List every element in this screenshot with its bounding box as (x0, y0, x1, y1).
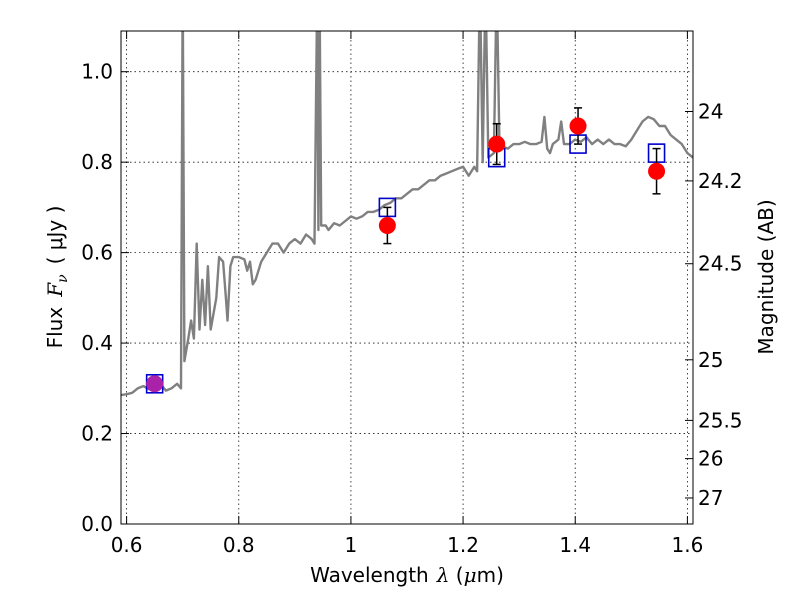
x-axis-label-unit-close: m) (477, 563, 504, 587)
x-tick-label: 1.4 (559, 533, 591, 557)
x-axis-label-unit-mu: μ (464, 563, 477, 587)
mag-tick-label: 24.2 (698, 169, 743, 193)
mag-tick-label: 26 (698, 447, 723, 471)
x-axis-label-symbol: λ (436, 563, 450, 587)
observed-photometry-point (569, 117, 587, 135)
x-tick-label: 1.6 (671, 533, 703, 557)
y-tick-label: 0.4 (81, 331, 113, 355)
y-tick-label: 0.2 (81, 422, 113, 446)
tick-labels: 0.6 0.8 1 1.2 1.4 1.6 0.0 0.2 0.4 0.6 0.8 1.0 24 24.2… (81, 60, 742, 557)
x-axis-label-prefix: Wavelength (310, 563, 429, 587)
y-tick-label: 0.8 (81, 150, 113, 174)
observed-photometry-point (146, 375, 164, 393)
observed-photometry-point (378, 216, 396, 234)
y-axis-label: Flux Fν ( μJy ) (43, 206, 71, 349)
x-axis-label-unit-open: ( (449, 563, 463, 587)
y-axis-label-subscript: ν (55, 274, 71, 283)
y-tick-label: 0.6 (81, 241, 113, 265)
y2-axis-label: Magnitude (AB) (754, 199, 778, 354)
x-tick-label: 0.6 (111, 533, 143, 557)
y-axis-label-symbol: F (43, 282, 67, 298)
spectrum-layer (121, 31, 693, 397)
observed-photometry-point (648, 162, 666, 180)
spectrum-line (121, 31, 693, 397)
x-axis-label: Wavelength λ (μm) (310, 563, 504, 587)
observed-photometry-point (488, 135, 506, 153)
ticks (121, 31, 693, 525)
x-tick-label: 0.8 (223, 533, 255, 557)
mag-tick-label: 24 (698, 100, 723, 124)
mag-tick-label: 24.5 (698, 252, 743, 276)
x-tick-label: 1.2 (447, 533, 479, 557)
y-tick-label: 0.0 (81, 512, 113, 536)
points-layer (145, 107, 666, 394)
y-tick-label: 1.0 (81, 60, 113, 84)
mag-tick-label: 27 (698, 486, 723, 510)
plot-frame (120, 30, 694, 525)
mag-tick-label: 25.5 (698, 408, 743, 432)
y-axis-label-unit: ( μJy ) (43, 206, 67, 265)
y-axis-label-prefix: Flux (43, 307, 67, 349)
mag-tick-label: 25 (698, 348, 723, 372)
x-tick-label: 1 (345, 533, 358, 557)
